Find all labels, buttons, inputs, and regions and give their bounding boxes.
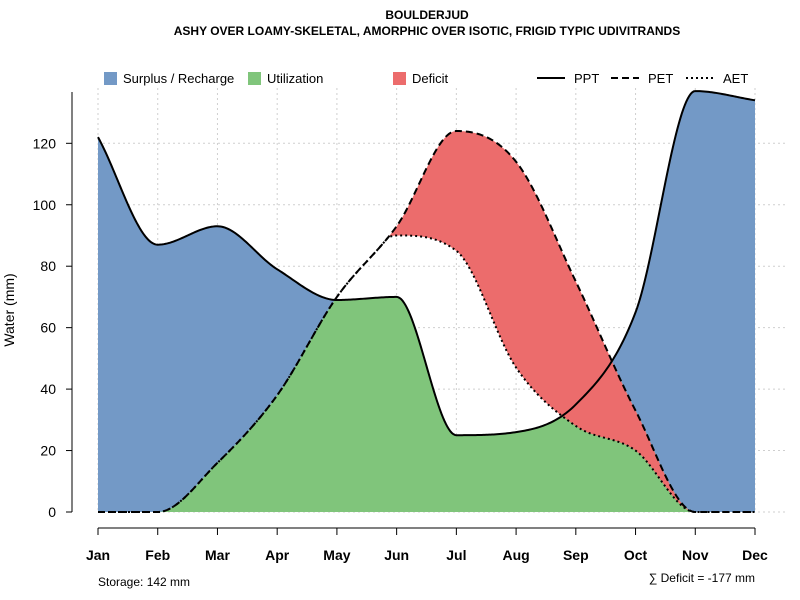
legend-label-1: Utilization (267, 71, 323, 86)
y-axis-label: Water (mm) (1, 273, 17, 346)
x-tick-label-nov: Nov (682, 547, 709, 563)
legend-label-ppt: PPT (574, 71, 599, 86)
y-tick-label: 20 (40, 443, 56, 459)
ppt-line (97, 90, 756, 437)
x-tick-label-jan: Jan (86, 547, 110, 563)
y-axis: 0 20 40 60 80 100 120 (33, 92, 73, 520)
x-tick-label-feb: Feb (145, 547, 170, 563)
y-tick-label: 120 (33, 135, 57, 151)
x-axis: Jan Feb Mar Apr May Jun Jul Aug Sep Oct Nov Dec (86, 527, 768, 563)
y-tick-label: 40 (40, 381, 56, 397)
x-tick-label-jun: Jun (384, 547, 409, 563)
legend-swatch-0 (104, 72, 117, 85)
legend-label-0: Surplus / Recharge (123, 71, 234, 86)
x-tick-label-aug: Aug (502, 547, 529, 563)
y-tick-label: 0 (48, 504, 56, 520)
x-tick-label-apr: Apr (265, 547, 290, 563)
x-tick-label-jul: Jul (446, 547, 466, 563)
legend-label-pet: PET (648, 71, 673, 86)
legend-swatch-2 (393, 72, 406, 85)
plot-area (97, 88, 785, 513)
y-tick-label: 60 (40, 320, 56, 336)
chart-title: BOULDERJUD (385, 8, 469, 22)
deficit-area (98, 131, 755, 512)
y-tick-label: 100 (33, 197, 57, 213)
legend-swatch-1 (248, 72, 261, 85)
deficit-annotation: ∑ Deficit = -177 mm (649, 571, 755, 585)
pet-line (98, 130, 755, 513)
area-fills (98, 91, 755, 512)
legend-label-aet: AET (723, 71, 748, 86)
x-tick-label-sep: Sep (563, 547, 589, 563)
legend-label-2: Deficit (412, 71, 449, 86)
x-tick-label-may: May (323, 547, 350, 563)
aet-line (98, 234, 755, 513)
utilization-area (98, 296, 755, 512)
series-lines (97, 90, 756, 513)
x-tick-label-oct: Oct (624, 547, 648, 563)
legend: Surplus / Recharge Utilization Deficit PPT P… (104, 71, 748, 86)
x-tick-label-dec: Dec (742, 547, 768, 563)
x-tick-label-mar: Mar (205, 547, 230, 563)
y-tick-label: 80 (40, 258, 56, 274)
storage-annotation: Storage: 142 mm (98, 575, 190, 589)
chart-subtitle: ASHY OVER LOAMY-SKELETAL, AMORPHIC OVER … (174, 24, 680, 38)
